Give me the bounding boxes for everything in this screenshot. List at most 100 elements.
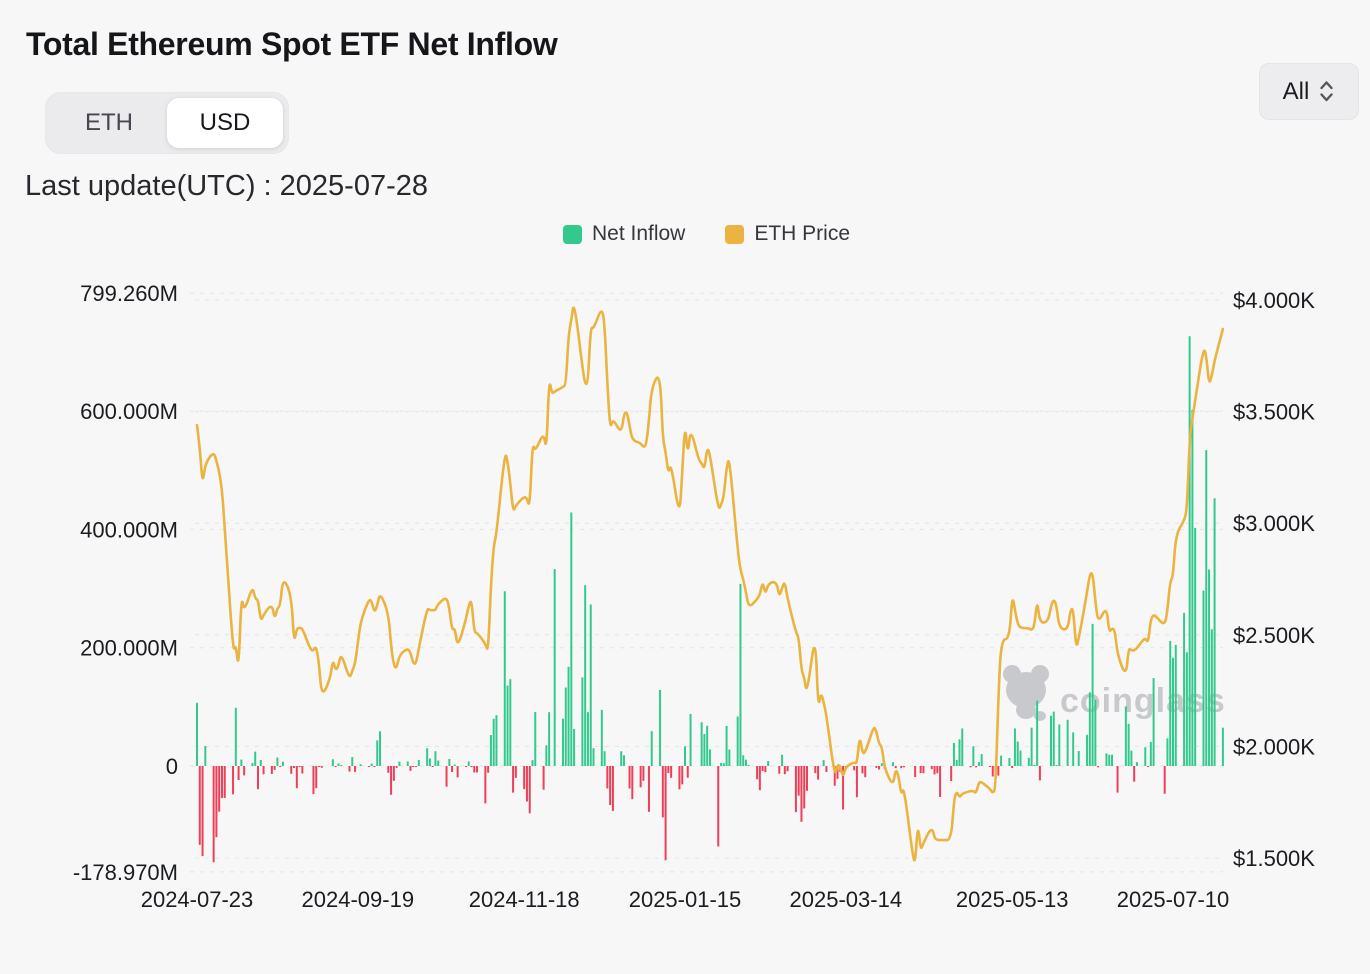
- inflow-bar[interactable]: [1091, 623, 1094, 766]
- inflow-bar[interactable]: [603, 751, 606, 766]
- inflow-bar[interactable]: [961, 728, 964, 766]
- inflow-bar[interactable]: [514, 766, 517, 778]
- inflow-bar[interactable]: [584, 585, 587, 766]
- inflow-bar[interactable]: [451, 766, 454, 773]
- inflow-bar[interactable]: [950, 766, 953, 782]
- inflow-bar[interactable]: [745, 759, 747, 766]
- inflow-bar[interactable]: [412, 766, 415, 767]
- inflow-bar[interactable]: [878, 766, 881, 770]
- inflow-bar[interactable]: [564, 687, 567, 766]
- inflow-bar[interactable]: [215, 766, 218, 838]
- inflow-bar[interactable]: [301, 766, 304, 774]
- inflow-bar[interactable]: [722, 763, 725, 766]
- inflow-bar[interactable]: [528, 766, 531, 814]
- inflow-bar[interactable]: [717, 766, 720, 847]
- inflow-bar[interactable]: [1052, 711, 1055, 766]
- inflow-bar[interactable]: [223, 766, 226, 798]
- inflow-bar[interactable]: [861, 766, 864, 774]
- inflow-bar[interactable]: [220, 766, 223, 799]
- inflow-bar[interactable]: [1088, 692, 1091, 766]
- inflow-bar[interactable]: [661, 766, 664, 818]
- inflow-bar[interactable]: [1000, 755, 1003, 766]
- inflow-bar[interactable]: [257, 766, 259, 790]
- inflow-bar[interactable]: [464, 766, 467, 767]
- inflow-bar[interactable]: [281, 761, 284, 766]
- inflow-bar[interactable]: [919, 766, 922, 774]
- inflow-bar[interactable]: [797, 766, 800, 796]
- inflow-bar[interactable]: [1077, 751, 1080, 766]
- inflow-bar[interactable]: [390, 766, 393, 795]
- inflow-bar[interactable]: [817, 766, 820, 780]
- inflow-bar[interactable]: [1185, 652, 1188, 766]
- inflow-bar[interactable]: [232, 766, 235, 795]
- inflow-bar[interactable]: [509, 679, 512, 766]
- inflow-bar[interactable]: [1013, 728, 1016, 766]
- inflow-bar[interactable]: [387, 766, 390, 773]
- inflow-bar[interactable]: [1066, 719, 1069, 766]
- inflow-bar[interactable]: [783, 766, 786, 775]
- inflow-bar[interactable]: [822, 760, 825, 767]
- inflow-bar[interactable]: [1144, 747, 1147, 766]
- inflow-bar[interactable]: [975, 766, 978, 768]
- inflow-bar[interactable]: [406, 761, 409, 767]
- inflow-bar[interactable]: [1038, 766, 1041, 781]
- inflow-bar[interactable]: [1163, 766, 1166, 794]
- inflow-bar[interactable]: [600, 709, 603, 766]
- inflow-bar[interactable]: [570, 512, 573, 766]
- inflow-bar[interactable]: [337, 763, 340, 766]
- inflow-bar[interactable]: [525, 766, 528, 802]
- inflow-bar[interactable]: [700, 722, 703, 766]
- inflow-bar[interactable]: [484, 766, 487, 804]
- inflow-bar[interactable]: [761, 766, 764, 772]
- inflow-bar[interactable]: [198, 766, 201, 845]
- inflow-bar[interactable]: [628, 766, 631, 789]
- inflow-bar[interactable]: [891, 762, 894, 766]
- inflow-bar[interactable]: [1016, 741, 1019, 766]
- inflow-bar[interactable]: [842, 766, 845, 810]
- inflow-bar[interactable]: [758, 766, 761, 791]
- inflow-bar[interactable]: [523, 766, 526, 790]
- inflow-bar[interactable]: [467, 761, 470, 766]
- legend-item-eth-price[interactable]: ETH Price: [725, 222, 850, 246]
- inflow-bar[interactable]: [334, 766, 337, 767]
- inflow-bar[interactable]: [670, 766, 673, 778]
- inflow-bar[interactable]: [1221, 727, 1224, 766]
- inflow-bar[interactable]: [955, 759, 958, 766]
- inflow-bar[interactable]: [1019, 750, 1022, 766]
- inflow-bar[interactable]: [340, 765, 343, 766]
- inflow-bar[interactable]: [781, 754, 784, 766]
- inflow-bar[interactable]: [512, 766, 515, 793]
- inflow-bar[interactable]: [270, 766, 273, 774]
- inflow-bar[interactable]: [1191, 409, 1194, 766]
- inflow-bar[interactable]: [706, 725, 709, 766]
- inflow-bar[interactable]: [720, 763, 723, 766]
- inflow-bar[interactable]: [1124, 706, 1127, 766]
- inflow-bar[interactable]: [243, 766, 246, 776]
- inflow-bar[interactable]: [1055, 765, 1058, 766]
- inflow-bar[interactable]: [1149, 741, 1152, 766]
- inflow-bar[interactable]: [650, 731, 653, 766]
- inflow-bar[interactable]: [803, 766, 806, 809]
- inflow-bar[interactable]: [736, 716, 739, 766]
- inflow-bar[interactable]: [1030, 727, 1033, 766]
- inflow-bar[interactable]: [1050, 715, 1052, 766]
- inflow-bar[interactable]: [681, 766, 684, 785]
- inflow-bar[interactable]: [506, 685, 509, 766]
- inflow-bar[interactable]: [1086, 734, 1089, 766]
- inflow-bar[interactable]: [1166, 738, 1169, 766]
- inflow-bar[interactable]: [1135, 762, 1138, 766]
- inflow-bar[interactable]: [262, 766, 265, 775]
- inflow-bar[interactable]: [880, 763, 883, 766]
- inflow-bar[interactable]: [398, 761, 401, 766]
- inflow-bar[interactable]: [373, 766, 376, 767]
- inflow-bar[interactable]: [1183, 612, 1186, 766]
- inflow-bar[interactable]: [417, 760, 420, 766]
- inflow-bar[interactable]: [659, 689, 662, 766]
- inflow-bar[interactable]: [392, 766, 395, 781]
- inflow-bar[interactable]: [642, 766, 645, 781]
- inflow-bar[interactable]: [503, 591, 506, 766]
- inflow-bar[interactable]: [969, 766, 972, 768]
- inflow-bar[interactable]: [573, 728, 576, 766]
- inflow-bar[interactable]: [426, 748, 429, 766]
- inflow-bar[interactable]: [473, 766, 476, 773]
